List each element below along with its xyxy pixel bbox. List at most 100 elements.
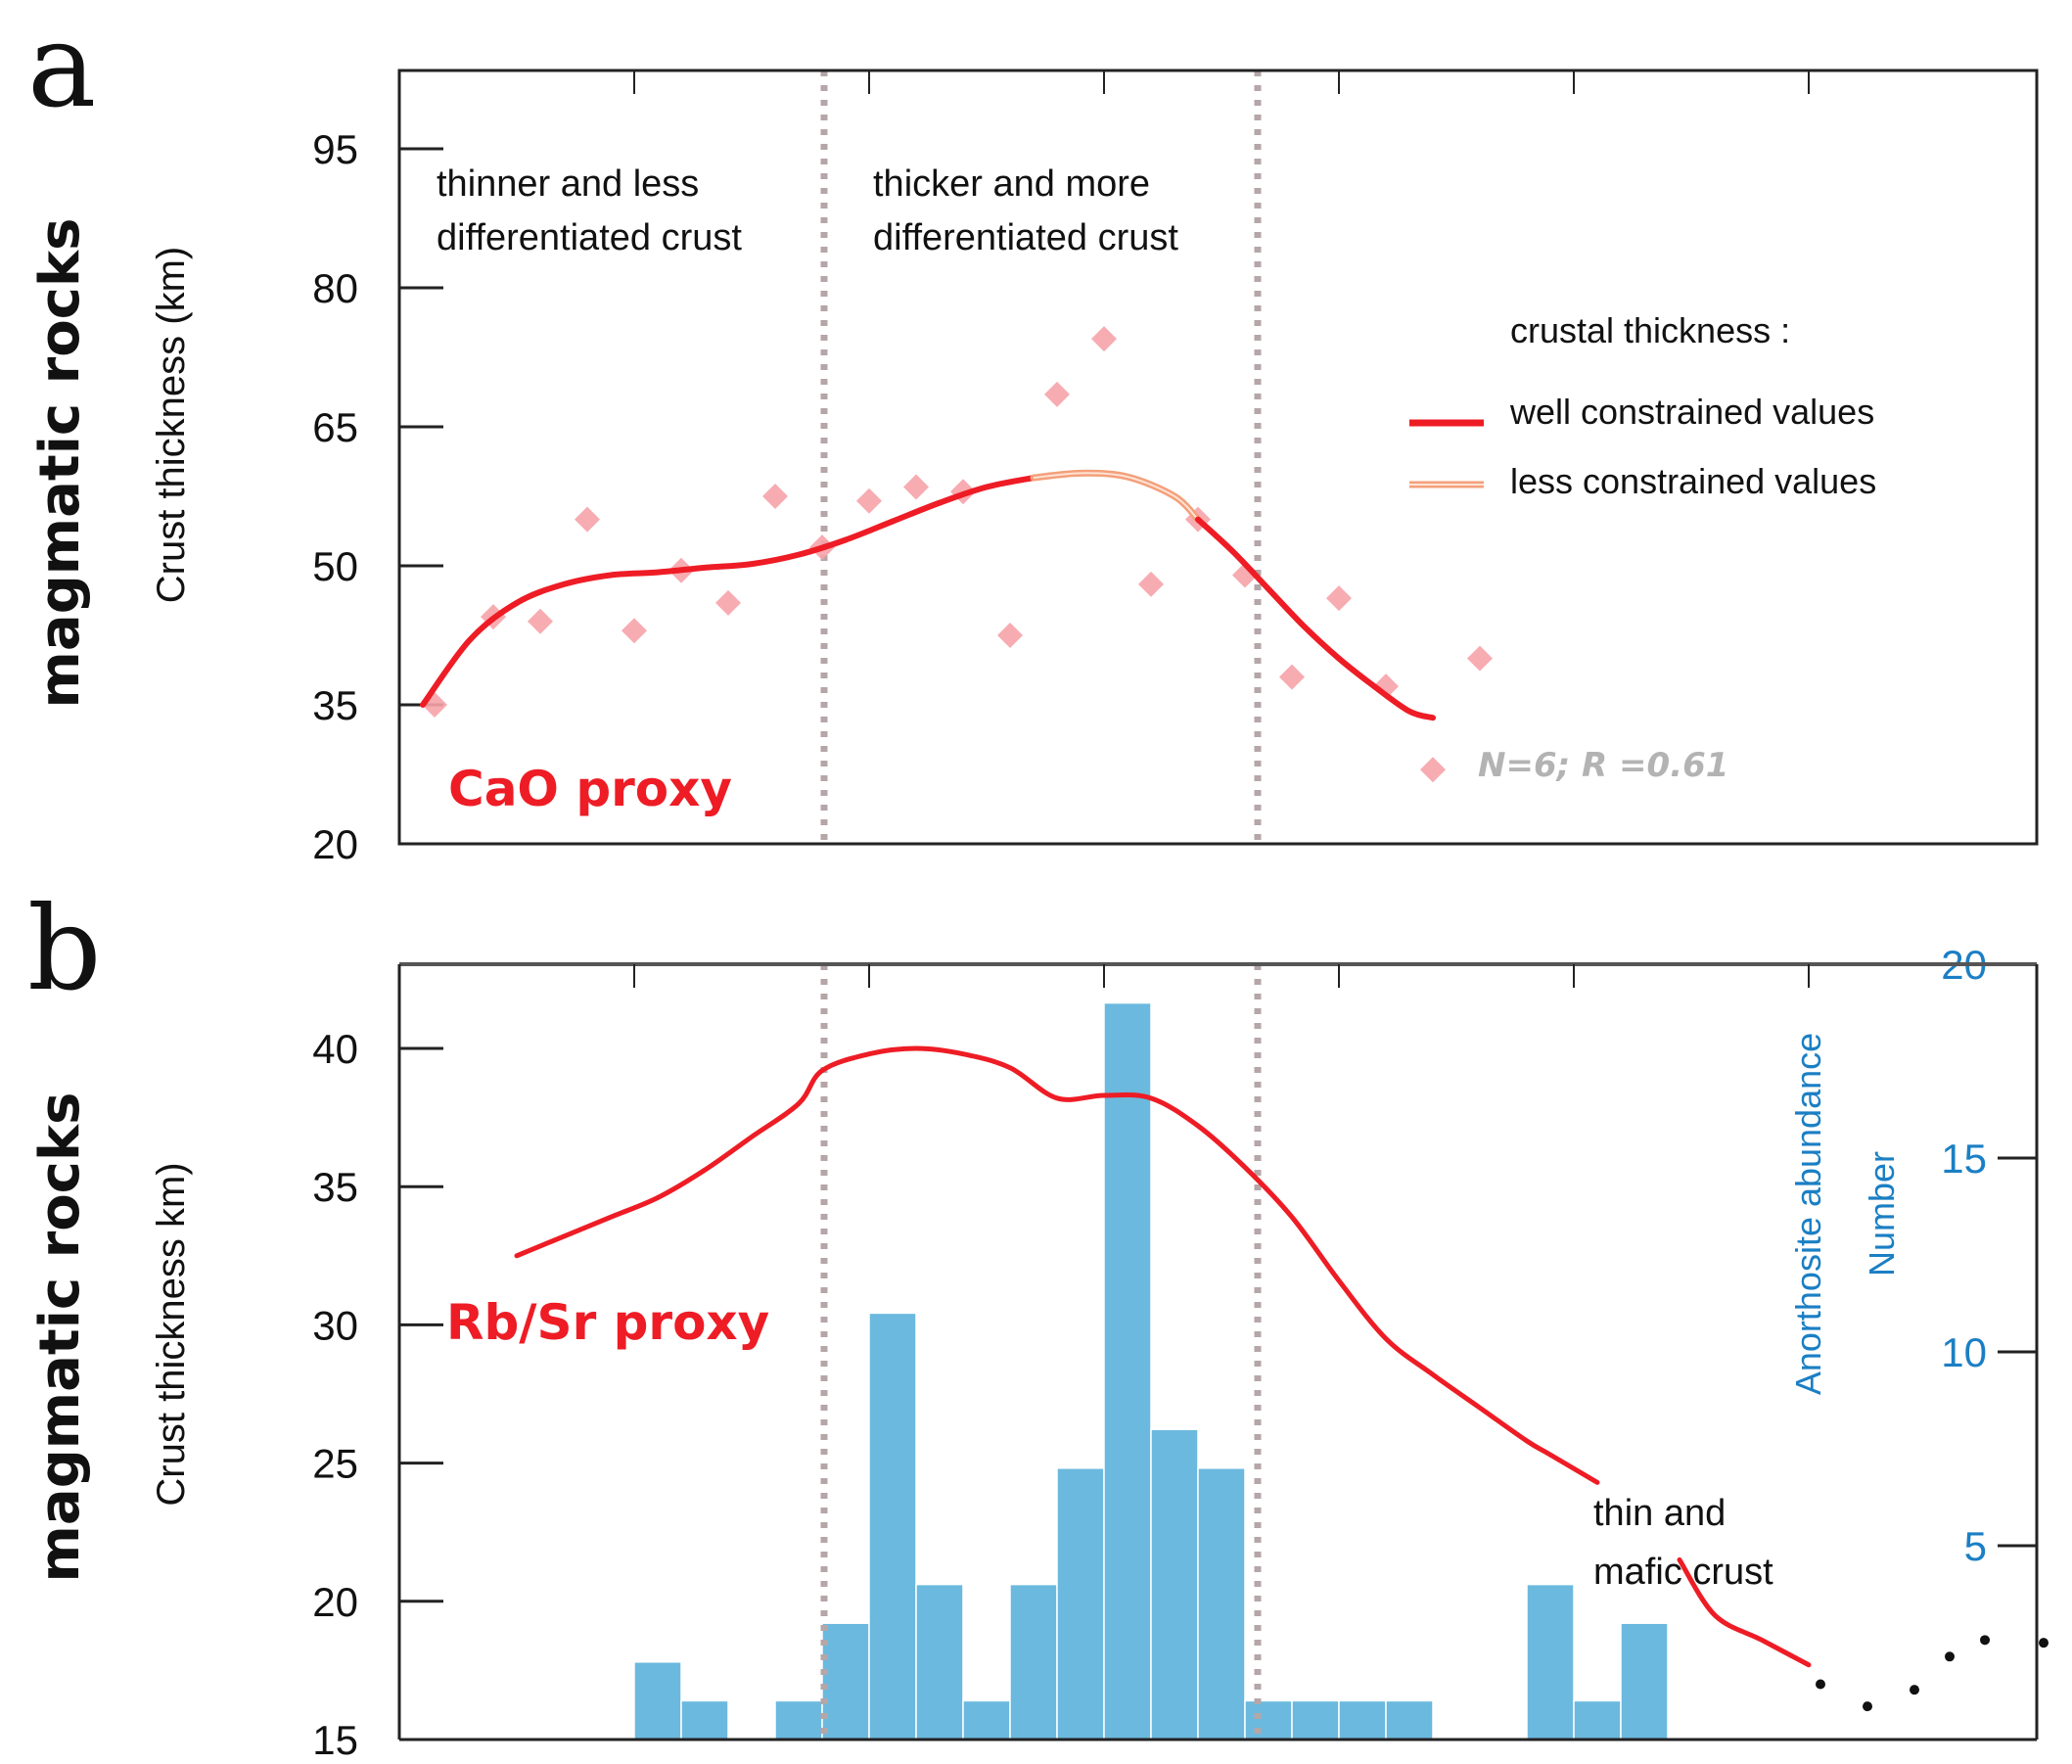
a-ytick-label-3: 65: [312, 404, 358, 450]
panel-a-side-label: magmatic rocks: [28, 218, 92, 709]
a-scatter-point-13: [1044, 381, 1070, 407]
b-bar-15: [1385, 1699, 1434, 1741]
panel-b-y2label-2: Number: [1862, 1151, 1902, 1277]
b-y2tick-label-1: 10: [1941, 1329, 1987, 1375]
panel-b-curves: [514, 1045, 1812, 1668]
region-left-line-1: thinner and less: [437, 163, 699, 205]
b-dot-0: [1816, 1679, 1825, 1690]
b-bar-5: [915, 1583, 964, 1741]
region-label-left: thinner and less differentiated crust: [437, 163, 742, 258]
a-scatter-point-10: [903, 474, 929, 500]
b-ytick-label-1: 20: [312, 1579, 358, 1625]
b-bar-14: [1338, 1699, 1387, 1741]
b-bar-17: [1573, 1699, 1622, 1741]
panel-b-dots: [1816, 1635, 2049, 1712]
a-curve-well-constrained: [420, 475, 1036, 708]
b-ytick-label-3: 30: [312, 1302, 358, 1348]
panel-b-side-label: magmatic rocks: [28, 1092, 92, 1583]
panel-a: a magmatic rocks Crust thickness (km) 20…: [27, 0, 2039, 867]
b-curve-rbsr-tail: [1677, 1556, 1812, 1668]
b-ytick-label-2: 25: [312, 1441, 358, 1487]
b-bar-10: [1150, 1428, 1199, 1741]
a-ytick-label-4: 80: [312, 265, 358, 311]
a-scatter-point-12: [997, 623, 1023, 648]
stat-label: N=6; R =0.61: [1478, 746, 1728, 785]
panel-a-scatter: [422, 326, 1493, 783]
panel-a-curves: [420, 469, 1436, 721]
a-scatter-point-14: [1091, 326, 1117, 352]
panel-b-y-ticks: 15 20 25 30 35 40: [312, 1026, 443, 1763]
panel-a-frame: [397, 69, 2039, 846]
b-dot-2: [1910, 1685, 1919, 1695]
a-scatter-point-18: [1279, 664, 1305, 690]
b-bar-7: [1009, 1583, 1058, 1741]
region-label-middle: thicker and more differentiated crust: [873, 163, 1178, 258]
b-bar-1: [680, 1699, 729, 1741]
b-y2tick-label-0: 5: [1964, 1523, 1987, 1569]
a-scatter-point-6: [715, 589, 741, 616]
b-dot-4: [1980, 1635, 1990, 1646]
a-ytick-label-0: 20: [312, 821, 358, 867]
a-curve-well-constrained-2: [1195, 516, 1436, 721]
rbsr-proxy-label: Rb/Sr proxy: [446, 1294, 769, 1351]
panel-b-x-ticks: [633, 964, 1810, 988]
panel-letter-a: a: [27, 0, 96, 133]
b-bar-18: [1620, 1622, 1669, 1741]
b-ytick-label-4: 35: [312, 1164, 358, 1210]
b-bar-11: [1197, 1467, 1246, 1741]
cao-proxy-label: CaO proxy: [448, 761, 732, 817]
b-bar-4: [868, 1312, 917, 1741]
panel-a-ylabel: Crust thickness (km): [150, 247, 193, 604]
legend-title: crustal thickness :: [1510, 310, 1790, 350]
region-middle-line-1: thicker and more: [873, 163, 1150, 205]
legend-label-well: well constrained values: [1509, 392, 1874, 432]
b-dot-1: [1863, 1701, 1872, 1712]
a-curve-less-constrained-core: [1033, 472, 1199, 521]
b-dot-3: [1945, 1651, 1955, 1662]
a-scatter-point-9: [856, 487, 882, 514]
panel-b-y2label-1: Anorthosite abundance: [1788, 1033, 1828, 1395]
a-scatter-point-21: [1420, 757, 1446, 783]
b-bar-12: [1244, 1699, 1293, 1741]
panel-a-x-ticks: [633, 70, 1810, 94]
b-y2tick-label-2: 15: [1941, 1136, 1987, 1182]
b-ytick-label-5: 40: [312, 1026, 358, 1072]
legend-label-less: less constrained values: [1510, 461, 1876, 501]
a-ytick-label-5: 95: [312, 126, 358, 172]
b-bar-0: [633, 1661, 682, 1741]
b-curve-rbsr: [514, 1045, 1600, 1485]
a-ytick-label-2: 50: [312, 543, 358, 589]
region-middle-line-2: differentiated crust: [873, 217, 1178, 258]
b-bar-2: [774, 1699, 823, 1741]
panel-b-dividers: [820, 964, 1262, 1740]
b-ytick-label-0: 15: [312, 1717, 358, 1763]
panel-a-dividers: [820, 70, 1262, 844]
a-scatter-point-3: [575, 506, 600, 533]
b-bar-9: [1103, 1001, 1152, 1741]
thin-mafic-annotation: thin and mafic crust: [1593, 1493, 1773, 1593]
b-dot-5: [2039, 1638, 2049, 1648]
panel-b-bars: [633, 1001, 1669, 1741]
panel-b: b magmatic rocks Crust thickness km) Ano…: [27, 881, 2049, 1763]
a-scatter-point-15: [1138, 571, 1164, 597]
b-bar-3: [821, 1622, 870, 1741]
a-scatter-point-2: [528, 608, 553, 634]
annotation-line-1: thin and: [1593, 1493, 1726, 1534]
panel-b-ylabel: Crust thickness km): [150, 1162, 193, 1506]
a-scatter-point-22: [1467, 645, 1493, 672]
panel-a-y-ticks: 20 35 50 65 80 95: [312, 126, 443, 867]
b-bar-16: [1526, 1583, 1575, 1741]
region-left-line-2: differentiated crust: [437, 217, 742, 258]
annotation-line-2: mafic crust: [1593, 1552, 1773, 1593]
b-bar-6: [962, 1699, 1011, 1741]
a-scatter-point-19: [1326, 585, 1352, 612]
a-scatter-point-7: [762, 484, 788, 509]
legend: crustal thickness : well constrained val…: [1409, 310, 1876, 501]
b-bar-8: [1056, 1467, 1105, 1741]
a-scatter-point-4: [622, 618, 647, 644]
panel-letter-b: b: [27, 881, 102, 1016]
b-bar-13: [1291, 1699, 1340, 1741]
a-ytick-label-1: 35: [312, 682, 358, 728]
